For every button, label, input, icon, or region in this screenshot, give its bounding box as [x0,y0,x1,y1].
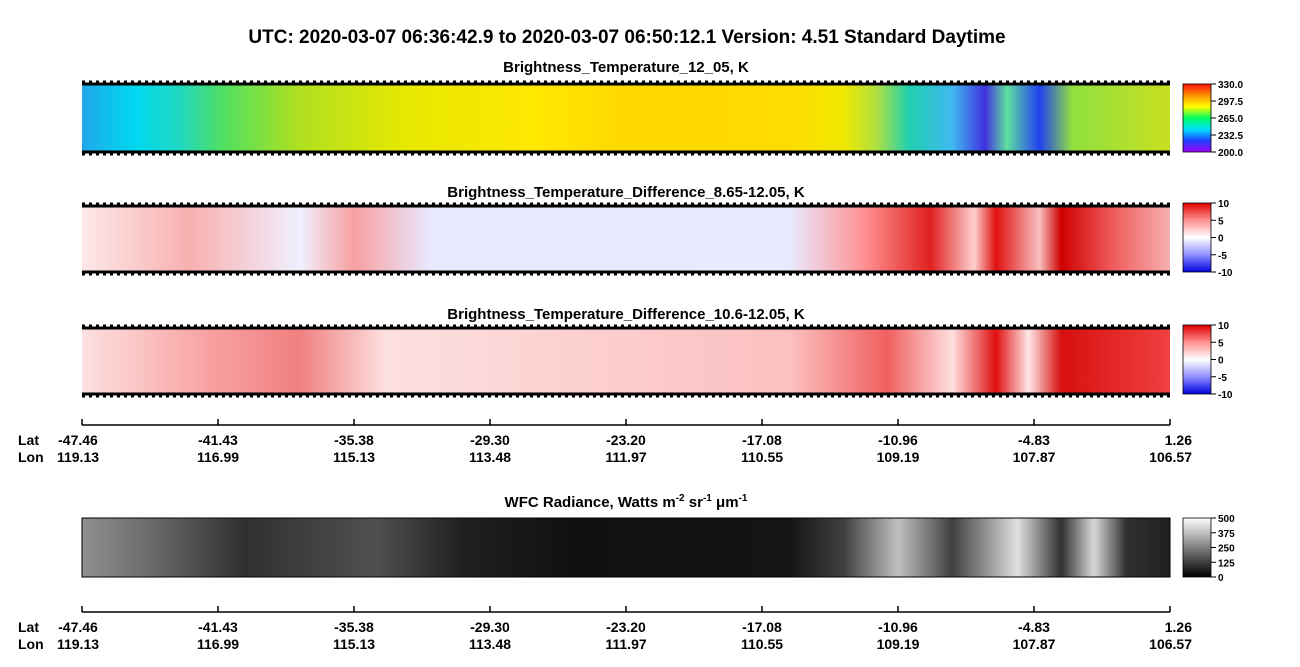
lon-tick-label: 119.13 [57,449,99,465]
lon-tick-label: 115.13 [333,636,375,652]
lat-tick-label: -10.96 [878,619,918,635]
lat-tick-label: -29.30 [470,619,510,635]
lat-tick-label: -47.46 [58,432,98,448]
superscript: -2 [676,493,685,504]
lat-tick-label: -10.96 [878,432,918,448]
lon-tick-label: 116.99 [197,636,239,652]
lon-tick-label: 111.97 [605,449,646,465]
colorbar-tick-label: -10 [1218,268,1233,279]
colorbar-tick-label: -5 [1218,373,1227,384]
lat-tick-label: 1.26 [1165,432,1192,448]
strip-border [81,517,1171,578]
colorbar-tick-label: 375 [1218,529,1235,540]
colorbar-tick-label: 297.5 [1218,97,1243,108]
colorbar-tick-label: 265.0 [1218,114,1243,125]
lon-tick-label: 106.57 [1149,636,1192,652]
colorbar-tick-label: 500 [1218,514,1235,525]
lon-tick-label: 107.87 [1013,636,1056,652]
lat-label: Lat [18,432,39,448]
lat-tick-label: -35.38 [334,619,374,635]
lon-tick-label: 110.55 [741,636,783,652]
lat-label: Lat [18,619,39,635]
lon-tick-label: 107.87 [1013,449,1056,465]
lat-tick-label: -29.30 [470,432,510,448]
lon-tick-label: 109.19 [877,636,920,652]
colorbar-tick-label: 250 [1218,544,1235,555]
colorbar-tick-label: 0 [1218,356,1224,367]
lat-tick-label: -4.83 [1018,432,1050,448]
colorbar [1182,202,1212,273]
lon-tick-label: 115.13 [333,449,375,465]
lat-tick-label: -4.83 [1018,619,1050,635]
lon-tick-label: 113.48 [469,636,511,652]
page-title: UTC: 2020-03-07 06:36:42.9 to 2020-03-07… [248,27,1005,48]
panel-title: Brightness_Temperature_Difference_10.6-1… [447,306,805,323]
colorbar [1182,324,1212,395]
image-strip [82,518,1170,577]
lon-tick-label: 116.99 [197,449,239,465]
lon-label: Lon [18,449,44,465]
colorbar-tick-label: 10 [1218,321,1230,332]
colorbar-tick-label: 0 [1218,573,1224,584]
title-part: WFC Radiance, Watts m [505,494,676,511]
lon-tick-label: 111.97 [605,636,646,652]
colorbar-tick-label: 5 [1218,216,1224,227]
lat-tick-label: -23.20 [606,432,646,448]
lat-tick-label: -47.46 [58,619,98,635]
title-part: μm [712,494,739,511]
lat-tick-label: -35.38 [334,432,374,448]
panel-title: Brightness_Temperature_Difference_8.65-1… [447,184,805,201]
image-strip [82,328,1170,394]
colorbar-tick-label: -5 [1218,251,1227,262]
colorbar-tick-label: 125 [1218,558,1235,569]
lat-tick-label: -41.43 [198,432,238,448]
lon-tick-label: 119.13 [57,636,99,652]
lon-label: Lon [18,636,44,652]
superscript: -1 [703,493,712,504]
image-strip [82,84,1170,152]
lat-tick-label: -41.43 [198,619,238,635]
colorbar-tick-label: 5 [1218,338,1224,349]
lat-tick-label: -17.08 [742,432,782,448]
lat-tick-label: 1.26 [1165,619,1192,635]
lon-tick-label: 109.19 [877,449,920,465]
panel-title: Brightness_Temperature_12_05, K [503,59,749,76]
title-part: sr [685,494,704,511]
colorbar-tick-label: 330.0 [1218,80,1243,91]
lat-tick-label: -23.20 [606,619,646,635]
colorbar [1182,83,1212,153]
colorbar-tick-label: 0 [1218,234,1224,245]
lon-tick-label: 113.48 [469,449,511,465]
image-strip [82,206,1170,272]
colorbar-tick-label: 232.5 [1218,131,1243,142]
colorbar-tick-label: 10 [1218,199,1230,210]
lon-tick-label: 106.57 [1149,449,1192,465]
colorbar [1182,517,1212,578]
colorbar-tick-label: -10 [1218,390,1233,401]
lat-tick-label: -17.08 [742,619,782,635]
lon-tick-label: 110.55 [741,449,783,465]
superscript: -1 [739,493,748,504]
panel-title: WFC Radiance, Watts m-2 sr-1 μm-1 [505,493,748,511]
colorbar-tick-label: 200.0 [1218,148,1243,159]
